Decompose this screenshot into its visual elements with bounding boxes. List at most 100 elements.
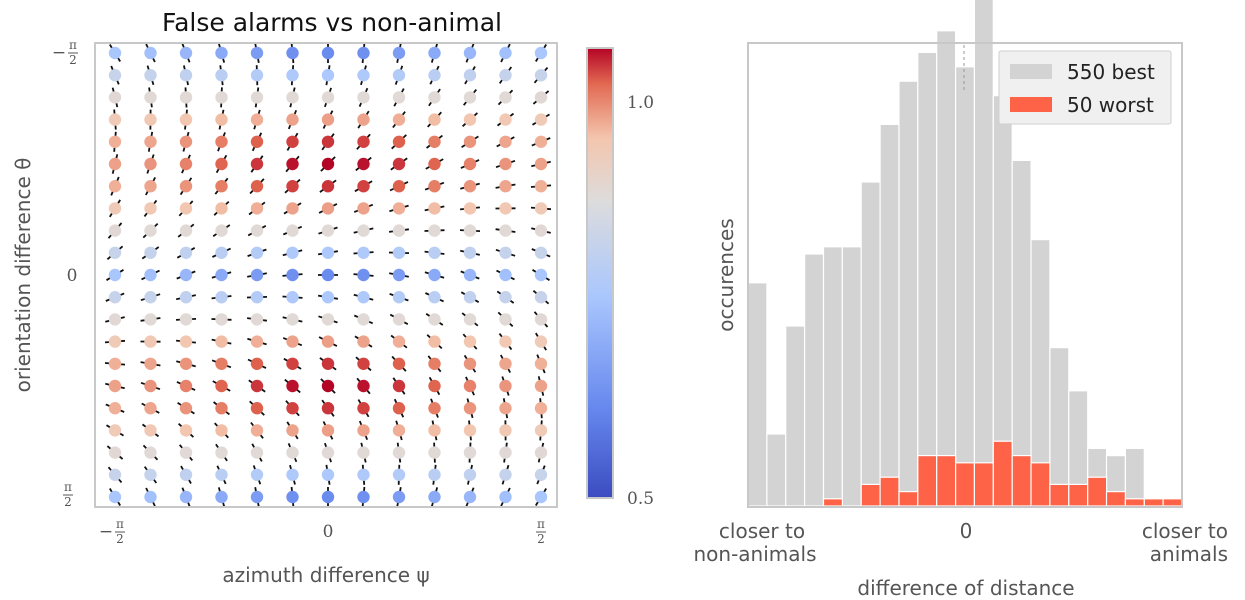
scatter-point	[463, 224, 477, 237]
scatter-point	[428, 69, 441, 82]
scatter-point	[108, 135, 122, 148]
scatter-point	[179, 69, 193, 82]
scatter-point	[357, 357, 370, 370]
bar-worst	[898, 491, 919, 507]
scatter-point	[144, 113, 157, 126]
scatter-point	[392, 402, 406, 415]
scatter-point	[286, 113, 299, 126]
scatter-point	[428, 357, 441, 370]
bar-worst	[1162, 498, 1183, 507]
scatter-point	[534, 424, 548, 437]
scatter-point	[215, 202, 228, 215]
scatter-point	[286, 313, 299, 326]
scatter-point	[321, 91, 335, 104]
scatter-point	[250, 402, 264, 415]
scatter-point	[250, 135, 264, 148]
bar-worst	[1030, 462, 1051, 507]
scatter-point	[392, 446, 406, 459]
scatter-point	[534, 490, 548, 504]
scatter-point	[534, 180, 548, 193]
scatter-point	[534, 446, 548, 459]
scatter-point	[108, 46, 122, 60]
scatter-point	[250, 180, 264, 193]
scatter-point	[108, 402, 122, 415]
scatter-point	[357, 91, 370, 104]
scatter-point	[179, 379, 193, 393]
bar-worst	[954, 462, 976, 507]
scatter-point	[428, 268, 441, 282]
scatter-point	[392, 468, 406, 481]
right-x-tick-right-line2: animals	[1150, 542, 1228, 566]
scatter-point	[428, 335, 441, 348]
scatter-point	[357, 313, 370, 326]
scatter-point	[144, 313, 157, 326]
scatter-point	[499, 246, 512, 259]
scatter-point	[215, 268, 228, 282]
bar-best	[1011, 159, 1032, 507]
scatter-point	[499, 291, 512, 304]
right-plot-frame	[747, 42, 1183, 508]
scatter-point	[215, 424, 228, 437]
scatter-point	[428, 202, 441, 215]
scatter-point	[250, 246, 264, 259]
scatter-point	[108, 424, 122, 437]
scatter-point	[215, 379, 228, 393]
left-panel: False alarms vs non-animal − π2 0 π2 − π20π2…	[11, 8, 558, 587]
scatter-point	[357, 157, 370, 171]
scatter-point	[215, 113, 228, 126]
scatter-point	[428, 424, 441, 437]
scatter-point	[250, 46, 264, 60]
scatter-point	[499, 379, 512, 393]
scatter-point	[108, 91, 122, 104]
bar-best	[841, 246, 862, 507]
scatter-point	[108, 113, 122, 126]
scatter-point	[534, 135, 548, 148]
scatter-point	[250, 69, 264, 82]
scatter-point	[108, 268, 122, 282]
bar-best	[1049, 347, 1070, 507]
scatter-point	[286, 357, 299, 370]
scatter-point	[179, 135, 193, 148]
scatter-point	[250, 468, 264, 481]
bar-worst	[1049, 483, 1070, 507]
scatter-point	[108, 357, 122, 370]
left-x-ticks: − π2 0 π2	[99, 517, 546, 546]
scatter-point	[534, 246, 548, 259]
scatter-point	[392, 357, 406, 370]
scatter-point	[499, 157, 512, 171]
scatter-point	[392, 113, 406, 126]
left-y-axis-label: orientation difference θ	[11, 158, 35, 393]
scatter-point	[392, 91, 406, 104]
scatter-point	[250, 157, 264, 171]
scatter-point	[286, 69, 299, 82]
right-x-tick-center: 0	[960, 519, 973, 543]
bar-best	[785, 325, 806, 507]
scatter-point	[250, 224, 264, 237]
scatter-point	[286, 224, 299, 237]
scatter-point	[286, 268, 299, 282]
scatter-point	[392, 424, 406, 437]
scatter-point	[428, 46, 441, 60]
scatter-point	[286, 379, 299, 393]
scatter-point	[392, 180, 406, 193]
scatter-point	[144, 335, 157, 348]
scatter-point	[144, 46, 157, 60]
scatter-point	[215, 313, 228, 326]
scatter-point	[179, 291, 193, 304]
scatter-point	[534, 268, 548, 282]
scatter-point	[321, 46, 335, 60]
bar-worst	[973, 462, 994, 507]
histogram-bars	[747, 0, 1183, 507]
scatter-point	[108, 246, 122, 259]
scatter-point	[534, 69, 548, 82]
scatter-point	[499, 402, 512, 415]
scatter-point	[250, 268, 264, 282]
bar-worst	[879, 476, 900, 507]
scatter-point	[428, 113, 441, 126]
scatter-point	[499, 224, 512, 237]
scatter-point	[321, 69, 335, 82]
scatter-point	[144, 202, 157, 215]
scatter-point	[108, 379, 122, 393]
bar-best	[747, 282, 768, 507]
